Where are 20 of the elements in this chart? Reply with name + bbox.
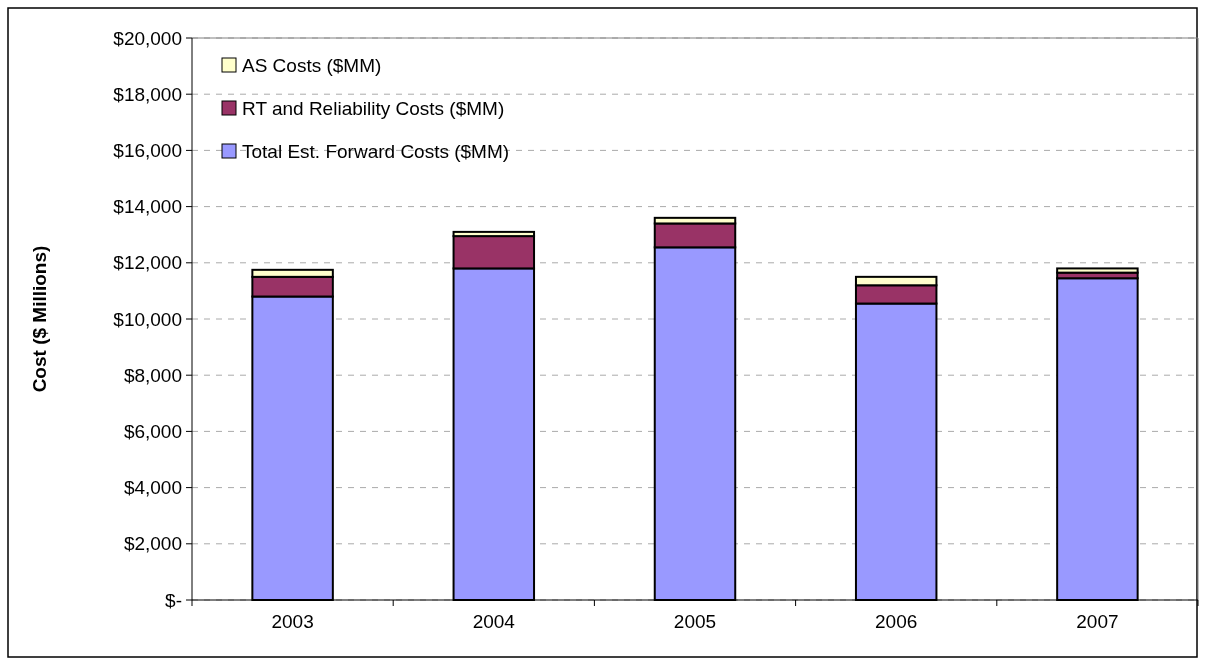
y-tick-label: $20,000 xyxy=(113,27,182,49)
y-tick-label: $18,000 xyxy=(113,83,182,105)
x-tick-label: 2006 xyxy=(875,611,918,632)
x-tick-label: 2003 xyxy=(271,611,314,632)
y-tick-label: $14,000 xyxy=(113,196,182,218)
y-tick-label: $10,000 xyxy=(113,308,182,330)
x-tick-label: 2005 xyxy=(673,611,717,632)
legend-label: Total Est. Forward Costs ($MM) xyxy=(242,140,510,162)
y-tick-label: $2,000 xyxy=(123,533,182,555)
y-tick-label: $- xyxy=(165,589,182,611)
legend-label: AS Costs ($MM) xyxy=(242,54,382,76)
x-tick-label: 2004 xyxy=(472,611,516,632)
x-tick-label: 2007 xyxy=(1076,611,1119,632)
y-axis-title: Cost ($ Millions) xyxy=(29,245,50,393)
legend-label: RT and Reliability Costs ($MM) xyxy=(242,97,505,119)
y-tick-label: $8,000 xyxy=(123,364,182,386)
y-tick-label: $6,000 xyxy=(123,421,182,443)
y-tick-label: $16,000 xyxy=(113,140,182,162)
y-tick-label: $12,000 xyxy=(113,252,182,274)
y-tick-label: $4,000 xyxy=(123,477,182,499)
